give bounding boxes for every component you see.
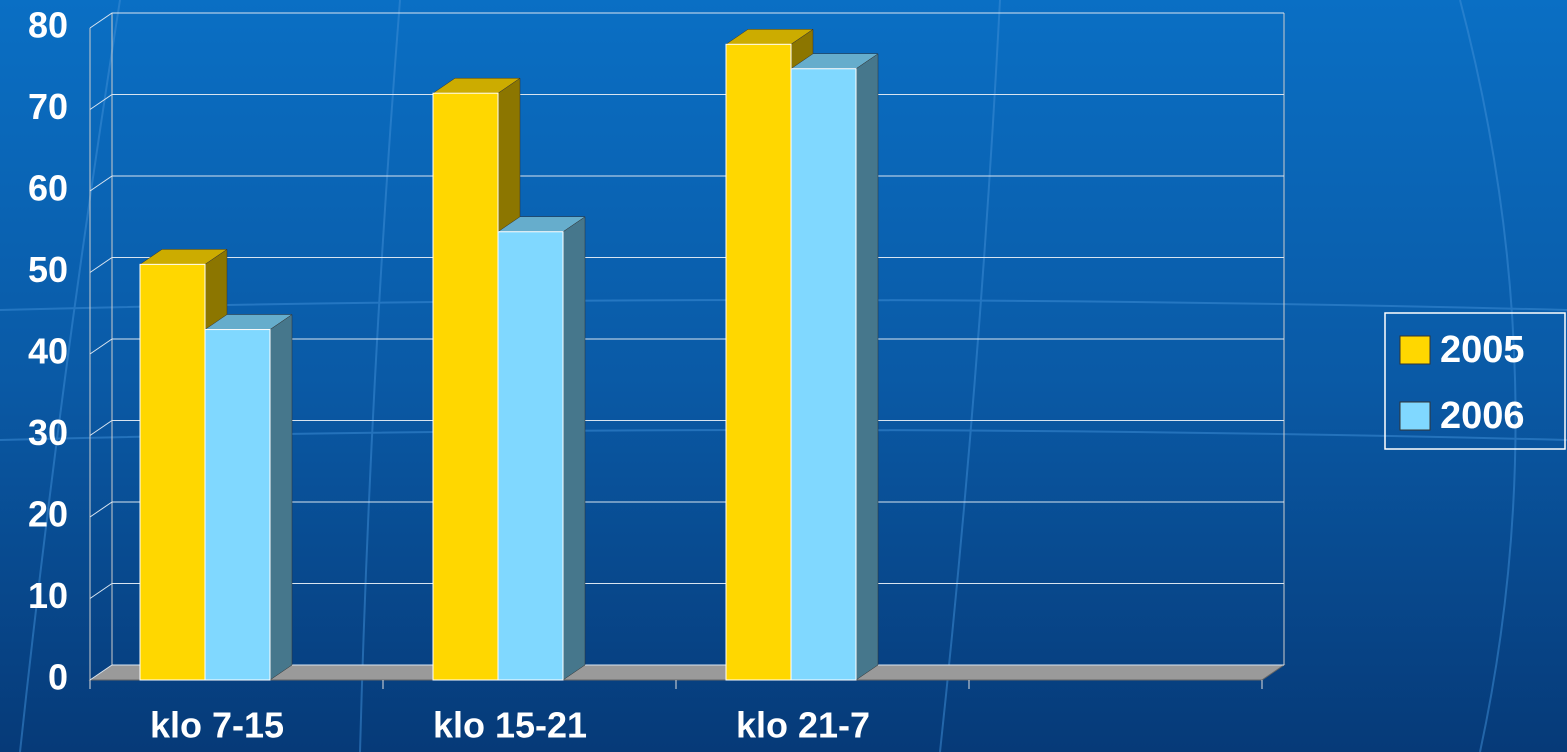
bar-side	[855, 53, 879, 681]
x-tick-label: klo 21-7	[736, 705, 870, 746]
x-tick-label: klo 15-21	[433, 705, 587, 746]
grid-line	[89, 257, 1284, 273]
bar	[432, 92, 499, 681]
y-tick-label: 20	[28, 494, 68, 535]
bar	[790, 68, 857, 681]
y-tick-label: 60	[28, 168, 68, 209]
y-tick-label: 50	[28, 249, 68, 290]
bar	[497, 231, 564, 681]
legend-box	[1384, 312, 1566, 450]
legend-label: 2005	[1440, 329, 1525, 371]
grid-line	[89, 664, 1284, 681]
grid-line	[89, 583, 1284, 599]
grid-line	[89, 94, 1284, 110]
bar-side	[269, 314, 293, 681]
grid-line	[89, 12, 1284, 29]
y-tick-label: 80	[28, 5, 68, 46]
bar	[204, 329, 271, 681]
y-tick-label: 0	[48, 657, 68, 698]
grid-line	[89, 420, 1284, 436]
x-tick-label: klo 7-15	[150, 705, 284, 746]
y-tick-label: 40	[28, 331, 68, 372]
bar-side	[562, 216, 586, 681]
grid-line	[89, 175, 1284, 192]
y-tick-label: 70	[28, 86, 68, 127]
legend-label: 2006	[1440, 395, 1525, 437]
grid-line	[89, 338, 1284, 355]
y-tick-label: 30	[28, 412, 68, 453]
bar	[725, 43, 792, 681]
legend-swatch	[1399, 335, 1431, 365]
grid-line	[89, 501, 1284, 518]
bar	[139, 263, 206, 681]
y-tick-label: 10	[28, 575, 68, 616]
legend-swatch	[1399, 401, 1431, 431]
